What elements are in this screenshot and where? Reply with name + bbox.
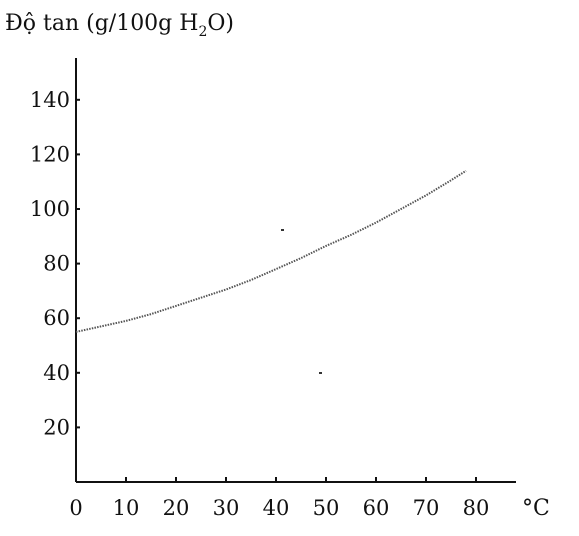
y-tick-label: 20 <box>43 415 70 439</box>
x-tick-label: 60 <box>363 496 390 520</box>
y-axis-ticks: 20 40 60 80 100 120 140 <box>30 88 80 439</box>
x-axis-unit-label: °C <box>522 496 550 521</box>
scan-speck <box>319 372 322 374</box>
y-tick-label: 120 <box>30 142 70 166</box>
y-tick-label: 140 <box>30 88 70 112</box>
x-tick-label: 80 <box>463 496 490 520</box>
y-axis-title: Độ tan (g/100g H2O) <box>5 11 234 40</box>
y-axis-title-end: O) <box>207 11 234 36</box>
y-tick-label: 100 <box>30 197 70 221</box>
solubility-curve <box>75 169 467 333</box>
x-tick-label: 70 <box>413 496 440 520</box>
x-axis-ticks: 0 10 20 30 40 50 60 70 80 <box>69 477 489 520</box>
y-tick-label: 80 <box>43 252 70 276</box>
y-tick-label: 60 <box>43 306 70 330</box>
y-tick-label: 40 <box>43 361 70 385</box>
y-axis-title-main: Độ tan (g/100g H <box>5 11 198 36</box>
x-tick-label: 50 <box>313 496 340 520</box>
y-axis-title-subscript: 2 <box>198 24 207 40</box>
scan-speck <box>281 229 284 231</box>
x-tick-label: 20 <box>163 496 190 520</box>
x-tick-label: 40 <box>263 496 290 520</box>
x-tick-label: 0 <box>69 496 82 520</box>
x-tick-label: 30 <box>213 496 240 520</box>
x-tick-label: 10 <box>113 496 140 520</box>
